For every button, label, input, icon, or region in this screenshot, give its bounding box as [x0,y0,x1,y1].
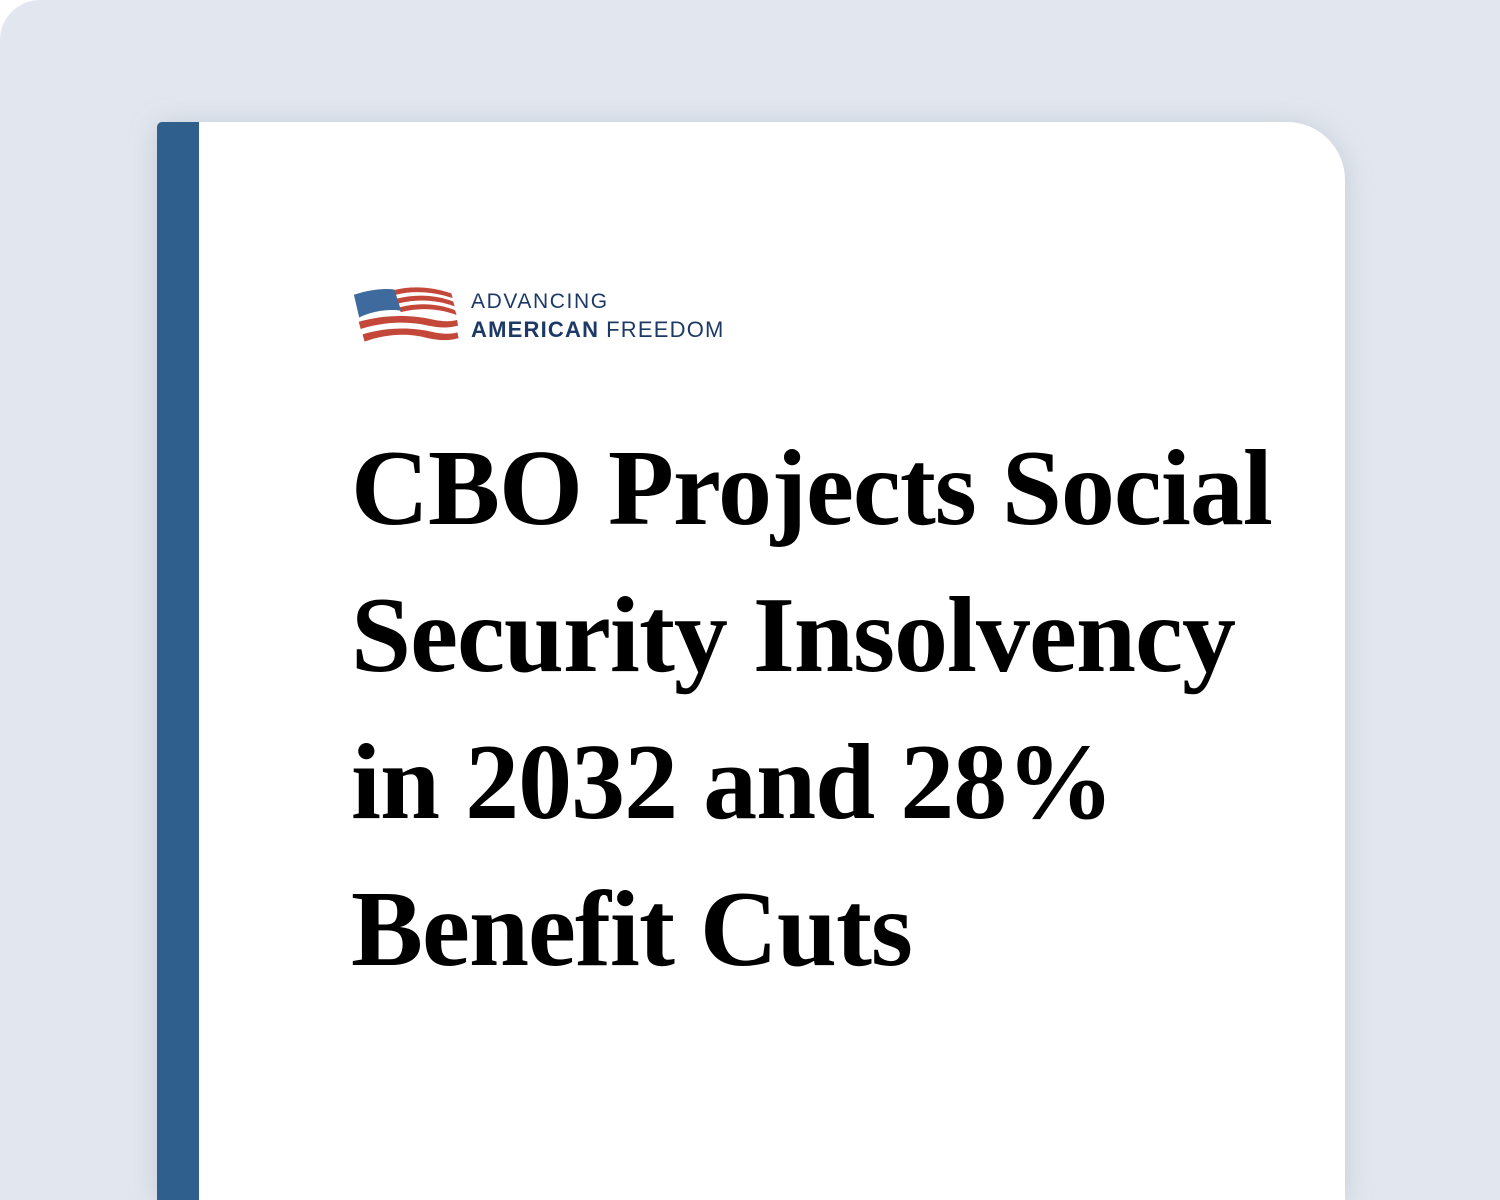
report-cover: ADVANCING AMERICAN FREEDOM CBO Projects … [157,122,1345,1200]
logo-line-american-freedom: AMERICAN FREEDOM [471,316,725,344]
logo-line-advancing: ADVANCING [471,290,609,313]
title-line-4: Benefit Cuts [351,870,913,989]
document-spine [157,122,199,1200]
us-flag-icon [353,287,459,342]
page-title: CBO Projects Social Security Insolvency … [351,415,1351,1003]
title-line-3: in 2032 and 28% [351,723,1114,842]
advancing-american-freedom-logo: ADVANCING AMERICAN FREEDOM [351,285,725,347]
title-line-2: Security Insolvency [351,576,1236,695]
document-page: ADVANCING AMERICAN FREEDOM CBO Projects … [199,122,1345,1200]
logo-word-freedom: FREEDOM [606,317,725,342]
logo-wordmark: ADVANCING AMERICAN FREEDOM [471,288,725,344]
logo-word-american: AMERICAN [471,317,600,342]
title-line-1: CBO Projects Social [351,429,1273,548]
